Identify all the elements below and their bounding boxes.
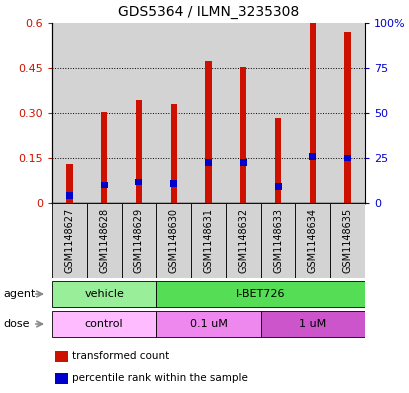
Bar <box>239 159 246 166</box>
Bar <box>274 183 281 190</box>
Text: 1 uM: 1 uM <box>299 319 326 329</box>
Bar <box>191 23 225 203</box>
Text: GSM1148633: GSM1148633 <box>272 208 282 273</box>
Bar <box>52 281 156 307</box>
Text: GSM1148629: GSM1148629 <box>134 208 144 273</box>
Bar <box>52 203 87 278</box>
Bar <box>309 23 315 203</box>
Bar <box>170 180 177 187</box>
Bar <box>66 164 72 203</box>
Bar <box>295 203 329 278</box>
Text: vehicle: vehicle <box>84 289 124 299</box>
Bar <box>329 203 364 278</box>
Bar <box>121 203 156 278</box>
Text: GSM1148635: GSM1148635 <box>342 208 352 273</box>
Text: GSM1148632: GSM1148632 <box>238 208 248 273</box>
Text: 0.1 uM: 0.1 uM <box>189 319 227 329</box>
Text: dose: dose <box>3 319 29 329</box>
Bar <box>329 23 364 203</box>
Bar <box>156 203 191 278</box>
Bar <box>87 23 121 203</box>
Bar <box>52 310 156 338</box>
Bar <box>295 23 329 203</box>
Bar <box>225 23 260 203</box>
Text: control: control <box>85 319 123 329</box>
Bar <box>135 179 142 185</box>
Bar <box>135 99 142 203</box>
Bar <box>260 23 295 203</box>
Bar <box>204 159 211 166</box>
Bar <box>205 61 211 203</box>
Text: GSM1148628: GSM1148628 <box>99 208 109 273</box>
Bar <box>225 203 260 278</box>
Bar <box>101 112 107 203</box>
Bar <box>170 104 176 203</box>
Bar <box>121 23 156 203</box>
Bar <box>66 192 73 199</box>
Bar <box>156 23 191 203</box>
Text: GSM1148631: GSM1148631 <box>203 208 213 273</box>
Text: percentile rank within the sample: percentile rank within the sample <box>72 373 247 383</box>
Bar <box>55 351 67 362</box>
Bar <box>156 281 364 307</box>
Bar <box>344 32 350 203</box>
Text: GSM1148634: GSM1148634 <box>307 208 317 273</box>
Bar <box>260 310 364 338</box>
Bar <box>101 182 108 188</box>
Bar <box>156 310 260 338</box>
Bar <box>191 203 225 278</box>
Bar <box>55 373 67 384</box>
Bar <box>87 203 121 278</box>
Bar <box>343 155 350 161</box>
Text: I-BET726: I-BET726 <box>235 289 285 299</box>
Text: transformed count: transformed count <box>72 351 169 361</box>
Bar <box>52 23 87 203</box>
Text: GSM1148627: GSM1148627 <box>64 208 74 273</box>
Bar <box>274 118 281 203</box>
Bar <box>309 153 315 160</box>
Bar <box>260 203 295 278</box>
Text: GSM1148630: GSM1148630 <box>169 208 178 273</box>
Bar <box>240 66 246 203</box>
Text: agent: agent <box>3 289 35 299</box>
Title: GDS5364 / ILMN_3235308: GDS5364 / ILMN_3235308 <box>118 5 299 19</box>
